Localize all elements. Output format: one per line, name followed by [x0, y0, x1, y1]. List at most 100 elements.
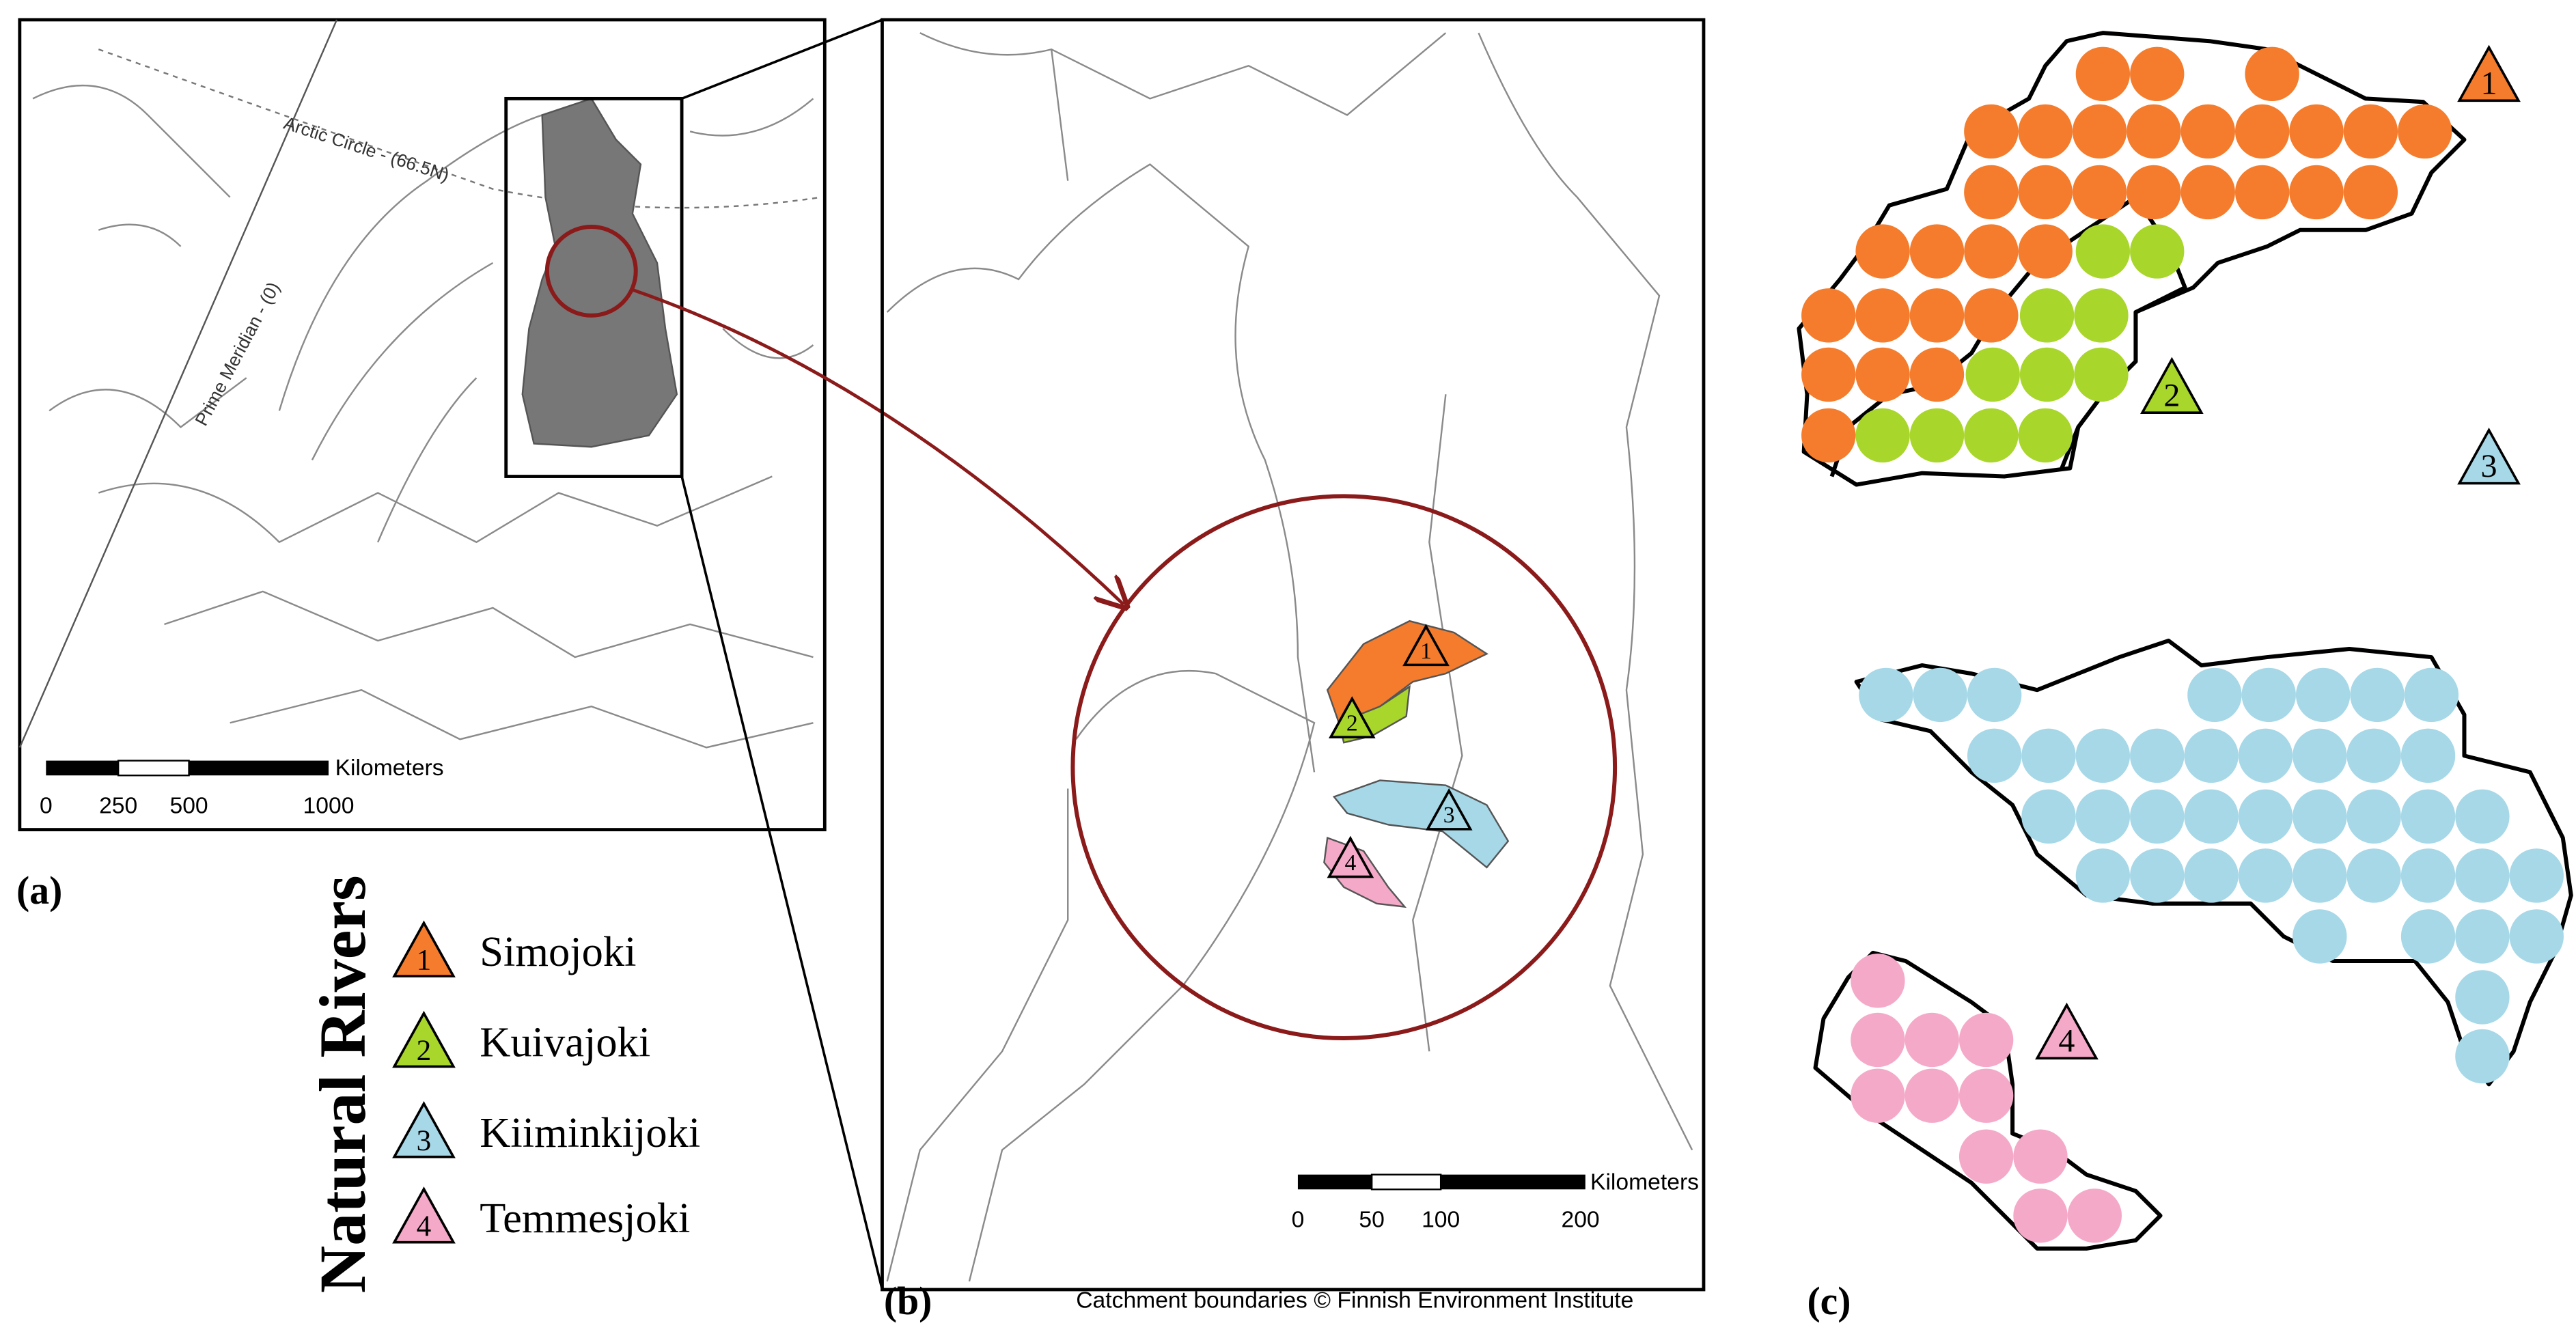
grid-cell-dot [2072, 165, 2127, 220]
scale-segment [46, 760, 119, 776]
grid-cell-dot [2245, 46, 2299, 101]
scale-tick-label: 100 [1422, 1208, 1460, 1233]
grid-cell-dot [2072, 104, 2127, 159]
panel-c: 1 2 3 4 (c) [1797, 31, 2573, 1323]
basemap-lines [32, 84, 814, 749]
scale-tick-label: 500 [169, 794, 208, 819]
grid-cell-dot [2295, 667, 2351, 723]
grid-cell-dot [2234, 165, 2290, 220]
legend-label: Temmesjoki [480, 1194, 690, 1242]
grid-cell-dot [2238, 728, 2293, 783]
scale-tick-label: 250 [99, 794, 137, 819]
prime-meridian-line [18, 19, 338, 748]
grid-cell-dot [2455, 848, 2510, 903]
river-number: 3 [1443, 803, 1455, 828]
river-marker [392, 1186, 456, 1244]
panel-b: 1 2 3 4 Kilometers 0 50 100 200 (b) Catchme… [881, 18, 1706, 1323]
river-marker [1402, 624, 1450, 667]
grid-cell-dot [2187, 667, 2242, 723]
legend-label: Kuivajoki [480, 1018, 650, 1066]
grid-cell-dot [2293, 909, 2347, 964]
grid-cell-dot [2400, 848, 2456, 903]
grid-cell-dot [2509, 909, 2564, 964]
panel-c-markers: 1 2 3 4 [1801, 44, 2564, 1243]
grid-cell-dot [1851, 1012, 1905, 1068]
grid-cell-dot [2293, 848, 2347, 903]
river-number: 4 [417, 1210, 432, 1242]
grid-cell-dot [2184, 728, 2239, 783]
river-number: 4 [2058, 1023, 2075, 1059]
scale-tick-label: 200 [1562, 1208, 1600, 1233]
grid-cell-dot [2130, 789, 2185, 844]
panel-a-frame [18, 18, 827, 831]
scale-tick-label: 1000 [303, 794, 355, 819]
grid-cell-dot [1855, 347, 1910, 402]
grid-cell-dot [2075, 728, 2131, 783]
arctic-circle-line [98, 48, 822, 209]
grid-cell-dot [2293, 728, 2347, 783]
scale-tick-label: 0 [1292, 1208, 1305, 1233]
scale-unit: Kilometers [335, 755, 444, 781]
grid-cell-dot [2067, 1189, 2122, 1243]
river-marker [392, 1010, 456, 1068]
grid-cell-dot [2184, 789, 2239, 844]
grid-cell-dot [1967, 667, 2022, 723]
grid-cell-dot [2343, 104, 2398, 159]
grid-cell-dot [2180, 104, 2235, 159]
grid-cell-dot [2455, 970, 2510, 1025]
grid-cell-dot [1965, 347, 2020, 402]
grid-cell-dot [2180, 165, 2235, 220]
river-number: 2 [2163, 378, 2180, 414]
river-marker [2035, 1002, 2099, 1060]
scale-segment [117, 760, 190, 777]
river-number: 4 [1344, 850, 1356, 876]
grid-cell-dot [1859, 667, 1913, 723]
grid-cell-dot [2293, 789, 2347, 844]
grid-cell-dot [1801, 347, 1856, 402]
grid-cell-dot [2130, 848, 2185, 903]
panel-label: (a) [16, 870, 62, 913]
scale-bar-b: Kilometers 0 50 100 200 [1292, 1169, 1699, 1232]
basemap-lines [886, 32, 1693, 1282]
river-marker [2457, 427, 2521, 485]
grid-cell-dot [2400, 728, 2456, 783]
study-area-circle-small [544, 224, 638, 318]
grid-cell-dot [1855, 224, 1910, 279]
river-number: 3 [2481, 448, 2497, 484]
grid-cell-dot [2018, 224, 2073, 279]
scale-tick-label: 0 [40, 794, 53, 819]
legend: Natural Rivers 1 Simojoki 2 Kuivajoki 3 Kiimi… [306, 875, 700, 1293]
prime-meridian-label: Prime Meridian - (0) [191, 279, 283, 429]
panel-label: (c) [1807, 1280, 1851, 1323]
grid-cell-dot [2241, 667, 2296, 723]
grid-cell-dot [2238, 789, 2293, 844]
grid-cell-dot [2018, 104, 2073, 159]
grid-cell-dot [2075, 46, 2131, 101]
grid-cell-dot [1958, 1012, 2014, 1068]
grid-cell-dot [2127, 104, 2181, 159]
legend-label: Simojoki [480, 928, 636, 975]
river-marker [1327, 835, 1374, 878]
scale-tick-label: 50 [1359, 1208, 1384, 1233]
catchment-kiiminkijoki [1332, 779, 1510, 869]
grid-cell-dot [2013, 1189, 2068, 1243]
grid-cell-dot [1851, 1068, 1905, 1123]
grid-cell-dot [2013, 1129, 2068, 1184]
river-marker [1425, 788, 1473, 831]
connector-line [681, 18, 883, 100]
grid-cell-dot [1967, 728, 2022, 783]
panel-b-frame [881, 18, 1706, 1292]
grid-cell-dot [1801, 288, 1856, 343]
grid-cell-dot [2021, 789, 2076, 844]
grid-cell-dot [2021, 728, 2076, 783]
grid-cell-dot [1964, 408, 2019, 463]
grid-cell-dot [2509, 848, 2564, 903]
grid-cell-dot [2018, 408, 2073, 463]
grid-cell-dot [2018, 165, 2073, 220]
grid-cell-dot [1958, 1068, 2014, 1123]
grid-cell-dot [2130, 224, 2185, 279]
grid-cell-dot [1851, 954, 1905, 1008]
grid-cell-dot [2075, 789, 2131, 844]
grid-cell-dot [2075, 224, 2131, 279]
river-marker [2457, 44, 2521, 102]
